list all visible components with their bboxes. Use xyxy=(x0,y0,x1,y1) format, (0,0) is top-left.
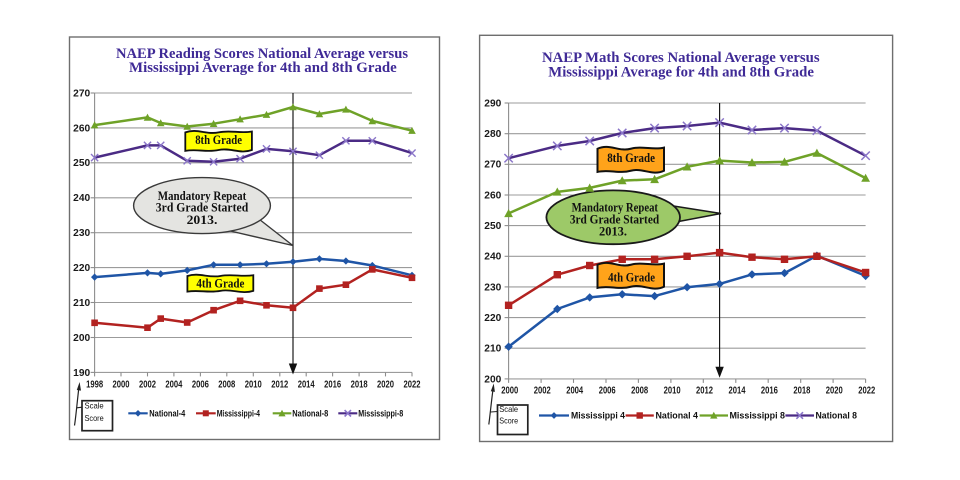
svg-text:210: 210 xyxy=(73,298,90,309)
svg-text:2018: 2018 xyxy=(793,386,810,397)
svg-text:2004: 2004 xyxy=(165,380,182,391)
svg-text:Mandatory Repeat: Mandatory Repeat xyxy=(572,200,659,214)
svg-text:2004: 2004 xyxy=(566,386,583,397)
svg-text:2010: 2010 xyxy=(664,386,681,397)
svg-text:8th Grade: 8th Grade xyxy=(607,151,655,165)
svg-text:National 4: National 4 xyxy=(656,411,699,421)
svg-text:National-8: National-8 xyxy=(292,408,328,418)
svg-text:Mississippi Average for 4th an: Mississippi Average for 4th and 8th Grad… xyxy=(548,64,814,80)
svg-text:240: 240 xyxy=(73,193,90,204)
svg-text:260: 260 xyxy=(73,123,90,134)
svg-text:2000: 2000 xyxy=(501,386,518,397)
svg-text:2016: 2016 xyxy=(324,380,341,391)
svg-text:National 8: National 8 xyxy=(816,411,858,421)
svg-text:2022: 2022 xyxy=(404,380,421,391)
svg-text:2006: 2006 xyxy=(192,380,209,391)
svg-text:2010: 2010 xyxy=(245,380,262,391)
svg-text:Score: Score xyxy=(499,415,518,425)
svg-text:Scale: Scale xyxy=(85,401,104,411)
svg-text:2006: 2006 xyxy=(599,386,616,397)
svg-text:Mississippi 4: Mississippi 4 xyxy=(571,411,626,421)
svg-text:2020: 2020 xyxy=(377,380,394,391)
svg-text:Scale: Scale xyxy=(499,404,518,414)
svg-text:2002: 2002 xyxy=(534,386,551,397)
svg-text:2013.: 2013. xyxy=(599,224,627,238)
svg-text:270: 270 xyxy=(484,160,501,171)
svg-text:2014: 2014 xyxy=(729,386,746,397)
svg-text:280: 280 xyxy=(484,129,501,140)
svg-text:2012: 2012 xyxy=(696,386,713,397)
svg-text:Mississippi-4: Mississippi-4 xyxy=(217,408,260,418)
svg-text:2012: 2012 xyxy=(271,380,288,391)
svg-text:2000: 2000 xyxy=(113,380,130,391)
svg-text:2020: 2020 xyxy=(826,386,843,397)
svg-text:250: 250 xyxy=(73,158,90,169)
svg-text:230: 230 xyxy=(73,228,90,239)
svg-text:3rd Grade Started: 3rd Grade Started xyxy=(570,212,659,226)
svg-text:National-4: National-4 xyxy=(149,408,185,418)
svg-text:Mandatory Repeat: Mandatory Repeat xyxy=(158,189,247,203)
svg-text:2008: 2008 xyxy=(631,386,648,397)
svg-text:210: 210 xyxy=(484,344,501,355)
svg-text:2016: 2016 xyxy=(761,386,778,397)
svg-text:NAEP Math Scores National Aver: NAEP Math Scores National Average versus xyxy=(542,50,820,66)
svg-text:2002: 2002 xyxy=(139,380,156,391)
svg-text:290: 290 xyxy=(484,98,501,109)
svg-text:Mississippi 8: Mississippi 8 xyxy=(730,411,786,421)
svg-text:3rd Grade Started: 3rd Grade Started xyxy=(156,200,249,214)
svg-text:8th Grade: 8th Grade xyxy=(195,133,242,147)
svg-text:2014: 2014 xyxy=(298,380,315,391)
svg-text:2022: 2022 xyxy=(858,386,875,397)
svg-text:200: 200 xyxy=(484,374,501,385)
svg-text:200: 200 xyxy=(73,333,90,344)
svg-text:4th Grade: 4th Grade xyxy=(196,277,245,291)
svg-text:240: 240 xyxy=(484,252,501,263)
svg-text:250: 250 xyxy=(484,221,501,232)
svg-text:4th Grade: 4th Grade xyxy=(608,271,655,285)
svg-text:220: 220 xyxy=(484,313,501,324)
svg-text:2018: 2018 xyxy=(351,380,368,391)
svg-text:Mississippi Average for 4th an: Mississippi Average for 4th and 8th Grad… xyxy=(129,60,397,76)
svg-text:1998: 1998 xyxy=(86,380,103,391)
svg-text:2008: 2008 xyxy=(218,380,235,391)
svg-text:NAEP Reading Scores National A: NAEP Reading Scores National Average ver… xyxy=(116,46,408,62)
svg-text:260: 260 xyxy=(484,190,501,201)
svg-text:Score: Score xyxy=(85,413,104,423)
svg-text:2013.: 2013. xyxy=(187,213,218,227)
svg-text:220: 220 xyxy=(73,263,90,274)
svg-text:270: 270 xyxy=(73,88,90,99)
svg-text:Mississippi-8: Mississippi-8 xyxy=(358,408,403,418)
svg-text:230: 230 xyxy=(484,282,501,293)
svg-text:190: 190 xyxy=(73,368,90,379)
